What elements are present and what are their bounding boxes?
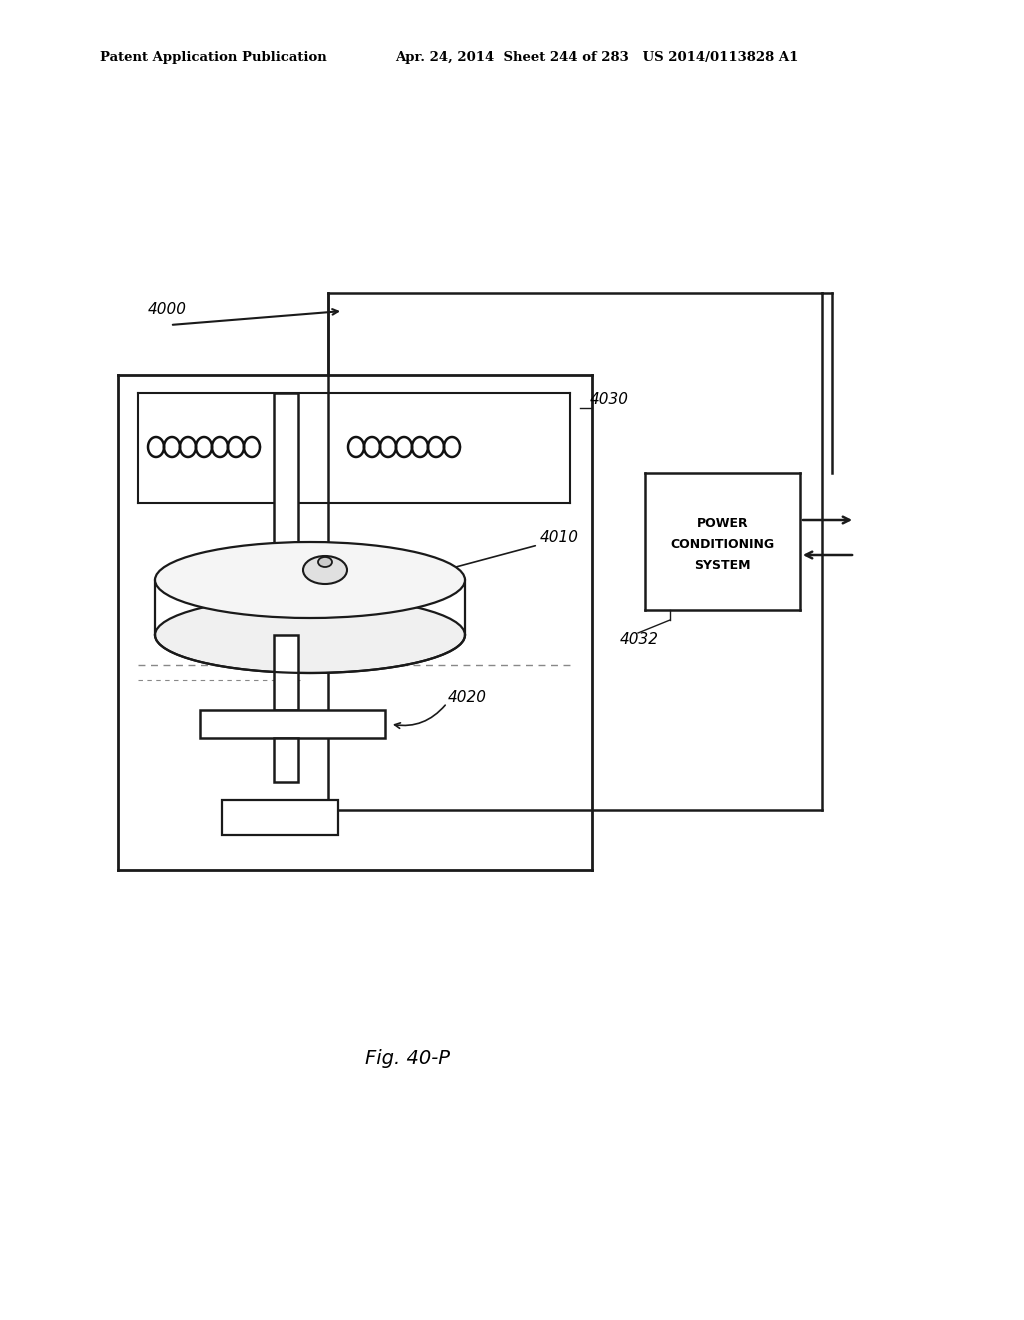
Ellipse shape — [155, 543, 465, 618]
Text: Apr. 24, 2014  Sheet 244 of 283   US 2014/0113828 A1: Apr. 24, 2014 Sheet 244 of 283 US 2014/0… — [395, 51, 799, 65]
Text: CONDITIONING: CONDITIONING — [671, 539, 774, 550]
Text: 4020: 4020 — [449, 690, 487, 705]
Text: 4030: 4030 — [590, 392, 629, 408]
Text: 4032: 4032 — [620, 632, 659, 648]
Ellipse shape — [303, 556, 347, 583]
Ellipse shape — [318, 557, 332, 568]
Polygon shape — [200, 710, 385, 738]
Text: SYSTEM: SYSTEM — [694, 558, 751, 572]
Text: Patent Application Publication: Patent Application Publication — [100, 51, 327, 65]
Polygon shape — [274, 738, 298, 781]
Text: 4000: 4000 — [148, 302, 187, 318]
Text: Fig. 40-P: Fig. 40-P — [365, 1048, 450, 1068]
Text: POWER: POWER — [696, 517, 749, 531]
Polygon shape — [222, 800, 338, 836]
Ellipse shape — [155, 597, 465, 673]
Text: 4010: 4010 — [540, 531, 579, 545]
Polygon shape — [274, 635, 298, 710]
Polygon shape — [274, 393, 298, 560]
